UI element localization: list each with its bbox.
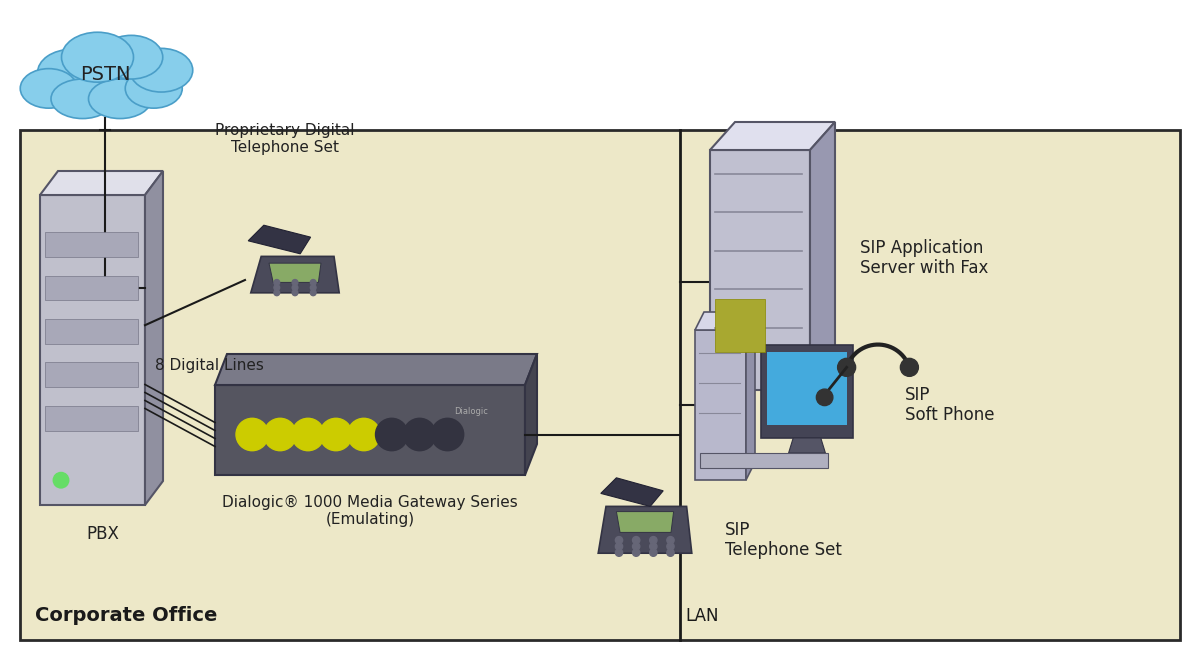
Text: Dialogic: Dialogic (454, 407, 488, 416)
Circle shape (615, 549, 622, 556)
Circle shape (837, 358, 855, 376)
Circle shape (633, 549, 640, 556)
Circle shape (404, 418, 436, 451)
Circle shape (292, 418, 324, 451)
Ellipse shape (64, 42, 147, 99)
Circle shape (376, 418, 408, 451)
Text: PBX: PBX (86, 525, 119, 543)
Circle shape (615, 543, 622, 550)
Ellipse shape (50, 79, 114, 119)
Circle shape (274, 290, 280, 296)
Polygon shape (616, 511, 674, 532)
Polygon shape (525, 354, 537, 475)
Circle shape (633, 543, 640, 550)
Polygon shape (789, 438, 825, 453)
Bar (700, 453, 829, 468)
Bar (20, 130, 1181, 640)
Circle shape (667, 543, 674, 550)
Polygon shape (695, 312, 755, 330)
Polygon shape (215, 385, 525, 475)
Bar (766, 353, 848, 425)
Text: PSTN: PSTN (79, 65, 130, 84)
Circle shape (347, 418, 380, 451)
Text: SIP Application
Server with Fax: SIP Application Server with Fax (860, 239, 988, 277)
Circle shape (817, 389, 832, 405)
Polygon shape (695, 330, 746, 480)
Text: Corporate Office: Corporate Office (35, 606, 217, 625)
Polygon shape (710, 150, 809, 390)
Bar (46, 319, 138, 344)
Polygon shape (746, 312, 755, 480)
Polygon shape (600, 478, 663, 506)
Ellipse shape (89, 79, 151, 119)
Circle shape (650, 536, 657, 544)
Circle shape (274, 279, 280, 285)
Ellipse shape (37, 49, 104, 96)
Bar (46, 275, 138, 301)
Circle shape (310, 290, 316, 296)
Polygon shape (251, 256, 339, 293)
Polygon shape (40, 171, 163, 195)
Ellipse shape (130, 48, 192, 92)
Bar (715, 299, 765, 352)
Ellipse shape (100, 36, 163, 79)
Text: SIP
Telephone Set: SIP Telephone Set (725, 521, 842, 559)
Polygon shape (215, 354, 537, 385)
Ellipse shape (125, 69, 183, 108)
Circle shape (667, 549, 674, 556)
Circle shape (274, 285, 280, 291)
Circle shape (292, 279, 298, 285)
Polygon shape (761, 345, 853, 438)
Ellipse shape (20, 69, 77, 108)
Circle shape (292, 285, 298, 291)
Text: Proprietary Digital
Telephone Set: Proprietary Digital Telephone Set (215, 123, 354, 155)
Text: LAN: LAN (685, 607, 718, 625)
Circle shape (901, 358, 919, 376)
Polygon shape (598, 506, 692, 553)
Circle shape (310, 279, 316, 285)
Circle shape (319, 418, 352, 451)
Bar (46, 362, 138, 387)
Polygon shape (269, 263, 321, 283)
Text: 8 Digital Lines: 8 Digital Lines (155, 358, 264, 373)
Polygon shape (40, 195, 145, 505)
Circle shape (53, 473, 68, 488)
Circle shape (667, 536, 674, 544)
Ellipse shape (61, 32, 133, 82)
Text: Dialogic® 1000 Media Gateway Series
(Emulating): Dialogic® 1000 Media Gateway Series (Emu… (222, 495, 518, 527)
Circle shape (633, 536, 640, 544)
Circle shape (650, 549, 657, 556)
Bar (46, 406, 138, 430)
Polygon shape (145, 171, 163, 505)
Circle shape (264, 418, 297, 451)
Circle shape (292, 290, 298, 296)
Bar (46, 232, 138, 257)
Circle shape (310, 285, 316, 291)
Circle shape (615, 536, 622, 544)
Circle shape (237, 418, 268, 451)
Polygon shape (710, 122, 835, 150)
Circle shape (431, 418, 464, 451)
Polygon shape (249, 225, 311, 254)
Circle shape (650, 543, 657, 550)
Text: SIP
Soft Phone: SIP Soft Phone (906, 386, 994, 424)
Polygon shape (809, 122, 835, 390)
